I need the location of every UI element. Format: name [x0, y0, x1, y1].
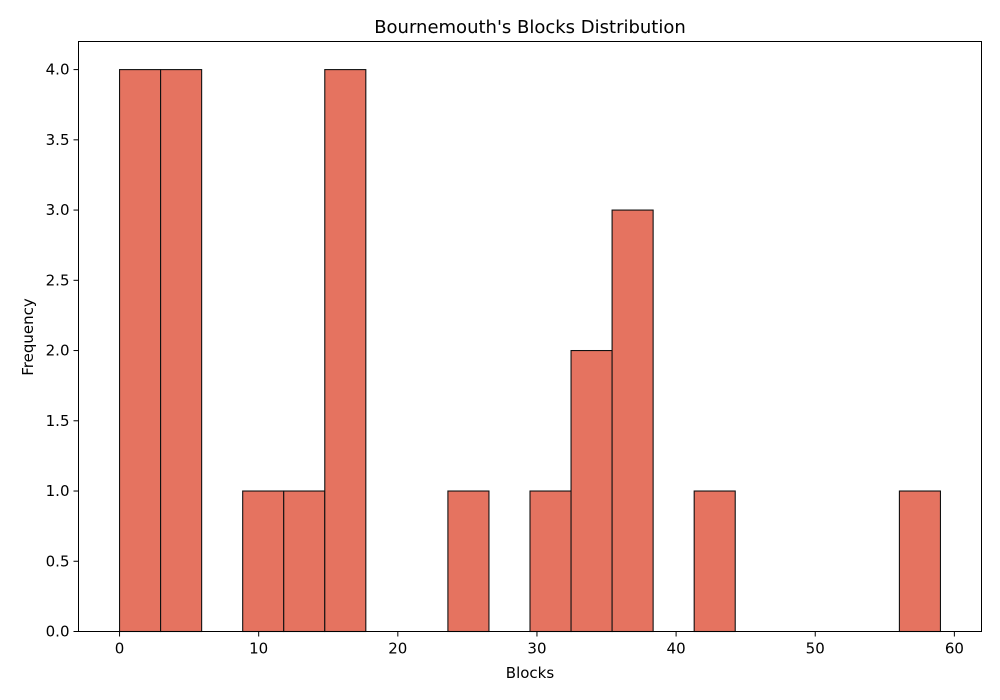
chart-title: Bournemouth's Blocks Distribution	[374, 17, 686, 38]
histogram-bar	[160, 69, 203, 633]
x-tick-label: 0	[115, 640, 125, 658]
y-tick-label: 3.0	[46, 201, 70, 219]
y-tick-label: 2.0	[46, 342, 70, 360]
x-tick-label: 60	[945, 640, 964, 658]
histogram-bar	[570, 349, 613, 633]
x-tick-label: 50	[806, 640, 825, 658]
bars-group	[118, 69, 942, 633]
y-tick-label: 1.0	[46, 482, 70, 500]
y-tick-label: 3.5	[46, 131, 70, 149]
x-axis: 0 10 20 30 40 50 60	[115, 631, 964, 658]
y-axis: 0.0 0.5 1.0 1.5 2.0 2.5 3.0 3.5 4.0	[46, 61, 79, 641]
y-tick-label: 0.5	[46, 552, 70, 570]
y-tick-label: 0.0	[46, 623, 70, 641]
x-axis-label: Blocks	[506, 664, 555, 682]
histogram-bar	[611, 209, 654, 633]
histogram-bar	[324, 69, 367, 633]
x-tick-label: 30	[527, 640, 546, 658]
x-tick-label: 40	[667, 640, 686, 658]
histogram-bar	[898, 490, 942, 633]
histogram-bar	[242, 490, 285, 633]
plot-frame	[78, 41, 982, 632]
histogram-bar	[283, 490, 326, 633]
y-axis-label: Frequency	[19, 298, 37, 376]
y-tick-label: 4.0	[46, 61, 70, 79]
x-tick-label: 10	[249, 640, 268, 658]
histogram-bar	[118, 69, 162, 633]
x-tick-label: 20	[388, 640, 407, 658]
y-tick-label: 2.5	[46, 271, 70, 289]
histogram-bar	[529, 490, 572, 633]
histogram-bar	[693, 490, 736, 633]
histogram-bar	[447, 490, 490, 633]
y-tick-label: 1.5	[46, 412, 70, 430]
